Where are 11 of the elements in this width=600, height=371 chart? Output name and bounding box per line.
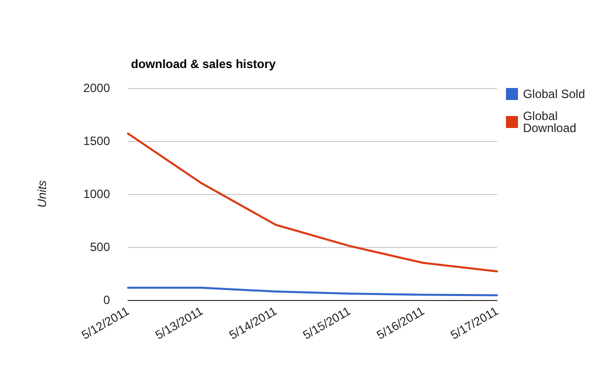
y-tick-label: 1000 [83, 187, 110, 201]
y-tick-label: 0 [103, 293, 110, 307]
y-tick-label: 500 [90, 240, 110, 254]
y-tick-label: 1500 [83, 134, 110, 148]
y-tick-label: 2000 [83, 81, 110, 95]
legend-label: Global Download [522, 109, 576, 135]
line-series [127, 132, 498, 272]
line-series [127, 286, 498, 296]
legend-label: Global Sold [522, 87, 586, 101]
y-axis-title: Units [35, 180, 49, 208]
chart-title: download & sales history [131, 57, 276, 71]
